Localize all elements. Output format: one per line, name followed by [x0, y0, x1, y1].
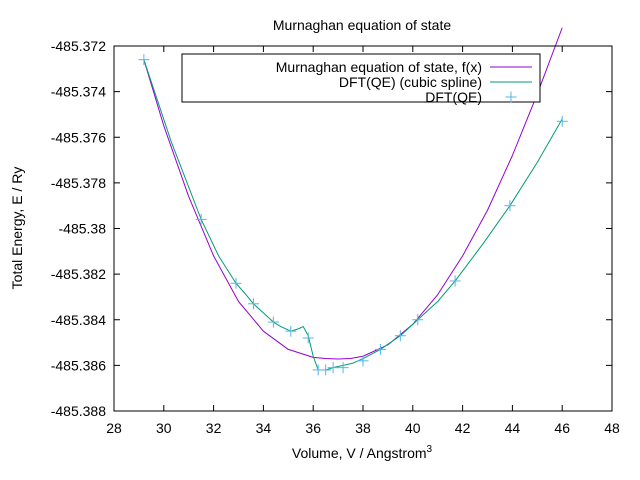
legend-label: Murnaghan equation of state, f(x)	[276, 59, 482, 75]
data-point	[302, 332, 314, 344]
y-tick-label: -485.374	[51, 84, 106, 100]
data-point	[412, 314, 424, 326]
data-point	[267, 316, 279, 328]
data-point	[357, 355, 369, 367]
x-tick-label: 28	[106, 420, 122, 436]
data-point	[285, 325, 297, 337]
data-point	[374, 343, 386, 355]
data-point	[449, 275, 461, 287]
data-point	[504, 200, 516, 212]
data-point	[327, 362, 339, 374]
x-tick-label: 42	[455, 420, 471, 436]
legend-item: DFT(QE)	[425, 89, 517, 105]
y-axis-label: Total Energy, E / Ry	[9, 167, 25, 290]
data-point	[505, 91, 517, 103]
data-point	[195, 213, 207, 225]
series-line	[143, 27, 563, 360]
y-tick-label: -485.388	[51, 403, 106, 419]
legend-label: DFT(QE)	[425, 89, 482, 105]
chart-series	[138, 27, 568, 376]
legend-label: DFT(QE) (cubic spline)	[339, 74, 482, 90]
x-tick-label: 36	[305, 420, 321, 436]
axis-ticks: 28 30 32 34 36 38 40 42 44 46 48 -485.372 -485.374 -4…	[51, 38, 620, 436]
x-tick-label: 46	[554, 420, 570, 436]
x-tick-label: 48	[604, 420, 620, 436]
y-tick-label: -485.38	[59, 221, 107, 237]
y-tick-label: -485.384	[51, 312, 106, 328]
legend: Murnaghan equation of state, f(x)DFT(QE)…	[181, 53, 541, 105]
legend-item: Murnaghan equation of state, f(x)	[276, 59, 532, 75]
x-tick-label: 40	[405, 420, 421, 436]
data-point	[230, 277, 242, 289]
x-axis-label: Volume, V / Angstrom3	[292, 444, 433, 461]
series-3	[138, 54, 568, 376]
data-point	[556, 115, 568, 127]
series-1	[143, 27, 563, 360]
data-point	[394, 330, 406, 342]
plot-frame	[113, 45, 613, 412]
y-tick-label: -485.372	[51, 38, 106, 54]
y-tick-label: -485.386	[51, 357, 106, 373]
x-tick-label: 32	[206, 420, 222, 436]
y-tick-label: -485.382	[51, 266, 106, 282]
x-tick-label: 38	[355, 420, 371, 436]
data-point	[337, 362, 349, 374]
y-tick-label: -485.376	[51, 129, 106, 145]
chart-title: Murnaghan equation of state	[273, 17, 451, 33]
series-2	[143, 59, 563, 371]
data-point	[138, 54, 150, 66]
data-point	[320, 364, 332, 376]
x-tick-label: 34	[256, 420, 272, 436]
y-tick-label: -485.378	[51, 175, 106, 191]
legend-box	[181, 53, 541, 103]
series-line	[143, 59, 563, 371]
x-tick-label: 30	[156, 420, 172, 436]
x-tick-label: 44	[505, 420, 521, 436]
legend-item: DFT(QE) (cubic spline)	[339, 74, 532, 90]
data-point	[247, 298, 259, 310]
